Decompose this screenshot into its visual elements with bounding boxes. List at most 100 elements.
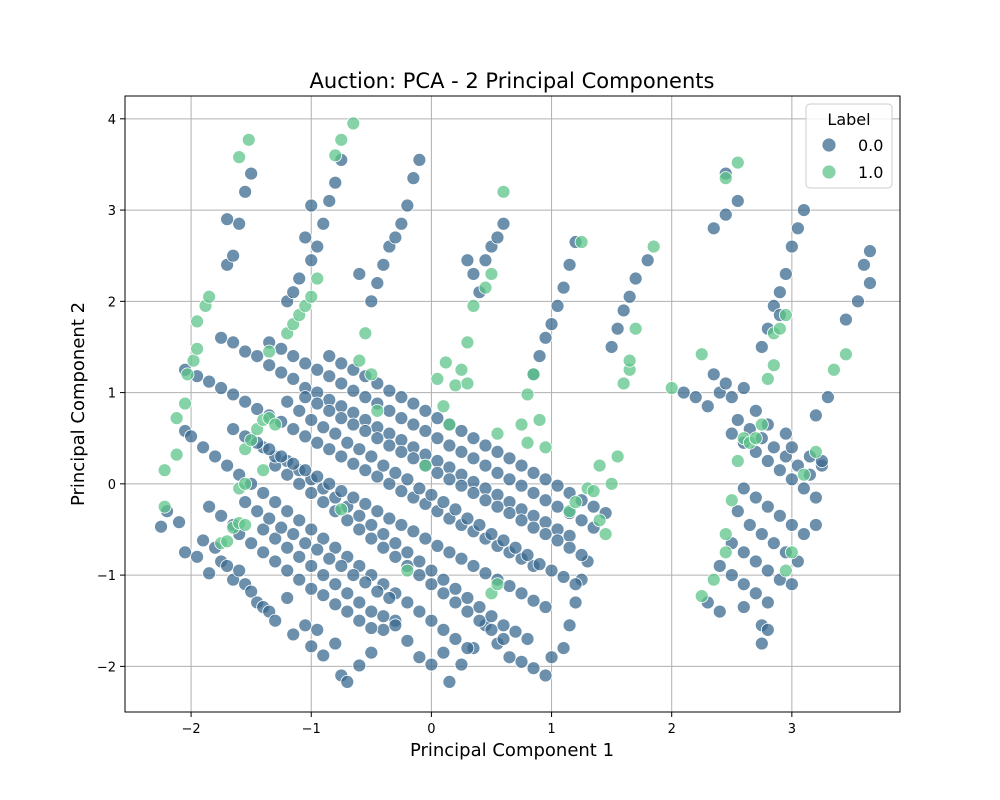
scatter-point-label-0 <box>460 511 475 526</box>
scatter-point-label-1 <box>778 563 793 578</box>
scatter-point-label-0 <box>562 618 577 633</box>
scatter-point-label-0 <box>628 271 643 286</box>
scatter-point-label-0 <box>304 639 319 654</box>
scatter-point-label-0 <box>178 545 192 560</box>
scatter-point-label-0 <box>370 431 385 446</box>
scatter-point-label-0 <box>376 257 391 272</box>
scatter-point-label-0 <box>466 486 481 500</box>
scatter-point-label-0 <box>394 433 409 447</box>
scatter-point-label-1 <box>694 589 709 604</box>
scatter-point-label-1 <box>460 335 475 350</box>
scatter-point-label-0 <box>244 536 259 551</box>
scatter-point-label-0 <box>346 456 361 471</box>
scatter-point-label-0 <box>352 508 367 523</box>
scatter-point-label-0 <box>508 540 523 555</box>
x-tick-label: −2 <box>181 722 200 737</box>
scatter-point-label-0 <box>190 549 204 564</box>
scatter-point-label-0 <box>808 408 823 423</box>
scatter-point-label-0 <box>460 253 475 268</box>
scatter-point-label-0 <box>280 467 295 482</box>
scatter-point-label-0 <box>436 645 451 660</box>
y-tick-label: 0 <box>108 478 116 493</box>
scatter-point-label-1 <box>592 513 607 528</box>
scatter-point-label-0 <box>622 289 637 304</box>
scatter-point-label-0 <box>712 604 727 619</box>
scatter-point-label-1 <box>304 289 319 304</box>
scatter-point-label-0 <box>256 522 271 537</box>
scatter-point-label-0 <box>154 519 168 534</box>
scatter-point-label-0 <box>340 604 355 619</box>
scatter-point-label-0 <box>478 253 493 268</box>
scatter-point-label-0 <box>586 499 601 514</box>
scatter-point-label-0 <box>784 440 799 455</box>
scatter-point-label-0 <box>562 540 577 555</box>
scatter-point-label-1 <box>430 372 445 386</box>
scatter-point-label-0 <box>274 341 289 356</box>
scatter-point-label-0 <box>316 495 331 510</box>
scatter-point-label-1 <box>616 376 631 391</box>
scatter-point-label-0 <box>376 540 391 555</box>
scatter-point-label-1 <box>232 150 247 165</box>
scatter-point-label-1 <box>370 403 385 418</box>
scatter-point-label-0 <box>346 568 361 583</box>
scatter-point-label-0 <box>316 588 331 603</box>
scatter-point-label-0 <box>604 340 619 354</box>
scatter-point-label-0 <box>328 426 343 441</box>
scatter-point-label-1 <box>241 132 256 147</box>
scatter-point-label-1 <box>244 433 259 447</box>
scatter-point-label-0 <box>424 613 439 628</box>
scatter-point-label-0 <box>364 518 379 532</box>
scatter-point-label-0 <box>736 545 751 560</box>
scatter-point-label-1 <box>442 417 457 432</box>
scatter-point-label-0 <box>496 618 511 633</box>
scatter-point-label-0 <box>280 591 295 605</box>
scatter-point-label-1 <box>478 280 493 295</box>
scatter-point-label-0 <box>400 472 415 487</box>
scatter-point-label-0 <box>346 490 361 505</box>
scatter-point-label-0 <box>772 463 787 478</box>
scatter-point-label-1 <box>592 458 607 473</box>
scatter-point-label-0 <box>490 230 505 245</box>
scatter-point-label-0 <box>364 621 379 635</box>
scatter-point-label-0 <box>292 271 307 286</box>
scatter-point-label-0 <box>556 570 571 584</box>
scatter-point-label-0 <box>292 549 307 564</box>
scatter-point-label-0 <box>730 413 745 427</box>
scatter-point-label-0 <box>796 527 811 541</box>
scatter-point-label-0 <box>388 618 403 633</box>
scatter-point-label-1 <box>157 499 172 514</box>
scatter-point-label-0 <box>502 650 517 665</box>
scatter-point-label-0 <box>754 340 769 354</box>
scatter-point-label-0 <box>436 586 451 601</box>
scatter-point-label-1 <box>694 347 709 362</box>
scatter-point-label-0 <box>538 600 553 614</box>
scatter-point-label-1 <box>180 367 195 382</box>
scatter-point-label-0 <box>742 518 757 532</box>
scatter-point-label-0 <box>400 545 415 560</box>
scatter-point-label-0 <box>292 572 307 587</box>
scatter-point-label-1 <box>169 411 184 426</box>
scatter-point-label-0 <box>220 458 235 473</box>
scatter-point-label-0 <box>412 554 427 569</box>
scatter-point-label-0 <box>688 390 703 405</box>
scatter-point-label-0 <box>550 478 565 493</box>
scatter-point-label-0 <box>490 487 505 502</box>
scatter-point-label-0 <box>568 577 583 592</box>
scatter-point-label-0 <box>340 435 355 450</box>
scatter-point-label-0 <box>544 317 559 332</box>
scatter-point-label-1 <box>839 347 853 362</box>
scatter-point-label-0 <box>352 267 367 281</box>
scatter-point-label-0 <box>784 472 799 487</box>
scatter-point-label-0 <box>298 356 313 371</box>
scatter-point-label-0 <box>718 376 733 391</box>
scatter-point-label-0 <box>478 481 493 496</box>
scatter-point-label-1 <box>664 381 679 395</box>
scatter-point-label-1 <box>718 527 733 541</box>
scatter-point-label-1 <box>328 148 343 163</box>
scatter-point-label-0 <box>772 285 787 300</box>
scatter-point-label-1 <box>364 367 379 382</box>
scatter-point-label-0 <box>442 674 457 689</box>
scatter-point-label-0 <box>280 504 295 519</box>
scatter-point-label-0 <box>454 424 469 438</box>
scatter-point-label-0 <box>574 513 589 528</box>
